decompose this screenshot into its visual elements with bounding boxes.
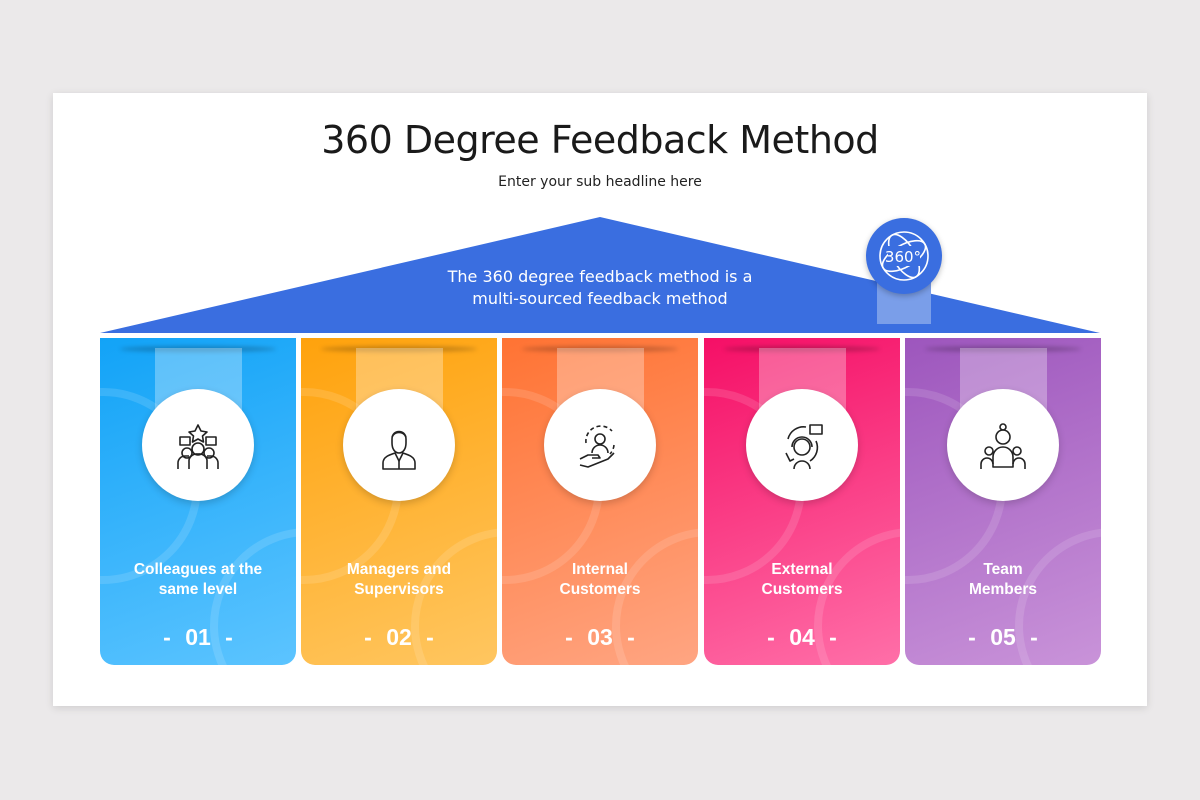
card-4: External Customers - 04 - — [704, 338, 900, 665]
card-shadow — [925, 346, 1081, 352]
card-number: - 01 - — [163, 624, 233, 650]
card-label: Team Members — [968, 561, 1038, 598]
card-5: Team Members - 05 - — [905, 338, 1101, 665]
page-title: 360 Degree Feedback Method — [321, 118, 879, 162]
card-2: Managers and Supervisors - 02 - — [301, 338, 497, 665]
card-number: - 04 - — [767, 624, 837, 650]
team-star-icon — [142, 389, 254, 501]
card-number: - 05 - — [968, 624, 1038, 650]
card-shadow — [522, 346, 678, 352]
card-number: - 02 - — [364, 624, 434, 650]
card-label: Managers and Supervisors — [346, 561, 452, 598]
card-label: Colleagues at the same level — [133, 561, 263, 598]
roof-description: The 360 degree feedback method is a mult… — [400, 266, 800, 310]
manager-icon — [343, 389, 455, 501]
svg-text:360°: 360° — [885, 248, 921, 266]
customer-hand-icon — [544, 389, 656, 501]
card-3: Internal Customers - 03 - — [502, 338, 698, 665]
card-1: Colleagues at the same level - 01 - — [100, 338, 296, 665]
card-label: Internal Customers — [559, 561, 641, 598]
roof-text-line: multi-sourced feedback method — [472, 289, 728, 308]
360-degree-icon: 360° — [866, 218, 942, 294]
card-label: External Customers — [761, 561, 843, 598]
team-members-icon — [947, 389, 1059, 501]
support-agent-icon — [746, 389, 858, 501]
roof-text-line: The 360 degree feedback method is a — [447, 267, 753, 286]
page-subtitle: Enter your sub headline here — [498, 174, 702, 190]
card-number: - 03 - — [565, 624, 635, 650]
card-shadow — [120, 346, 276, 352]
card-shadow — [724, 346, 880, 352]
card-shadow — [321, 346, 477, 352]
